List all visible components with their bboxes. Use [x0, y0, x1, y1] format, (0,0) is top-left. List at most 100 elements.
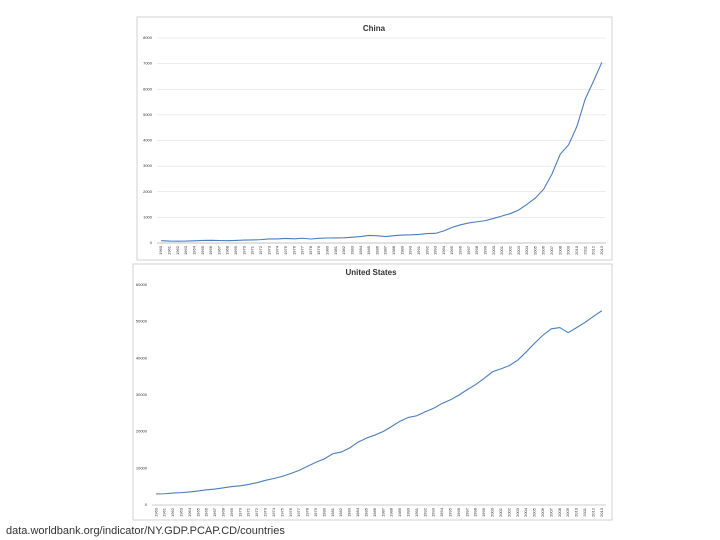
x-tick-label: 1974 [271, 507, 276, 517]
x-tick-label: 1993 [433, 245, 438, 255]
x-tick-label: 1983 [349, 245, 354, 255]
y-tick-label: 30000 [136, 392, 148, 397]
x-tick-label: 1977 [296, 507, 301, 517]
x-tick-label: 1973 [263, 507, 268, 517]
x-tick-label: 2008 [557, 507, 562, 517]
x-tick-label: 1964 [191, 245, 196, 255]
x-tick-label: 1989 [399, 245, 404, 255]
x-tick-label: 2008 [557, 245, 562, 255]
x-tick-label: 1988 [389, 507, 394, 517]
x-tick-label: 1980 [321, 507, 326, 517]
x-tick-label: 1980 [325, 245, 330, 255]
x-tick-label: 2009 [565, 507, 570, 517]
x-tick-label: 1994 [441, 245, 446, 255]
x-tick-label: 1975 [283, 245, 288, 255]
x-tick-label: 2005 [532, 245, 537, 255]
x-tick-label: 1997 [466, 245, 471, 255]
x-tick-label: 1985 [366, 245, 371, 255]
y-tick-label: 7000 [143, 61, 153, 66]
y-tick-label: 20000 [136, 429, 148, 434]
x-tick-label: 1981 [330, 507, 335, 517]
x-tick-label: 1990 [405, 507, 410, 517]
x-tick-label: 1966 [204, 507, 209, 517]
x-tick-label: 2002 [506, 507, 511, 517]
x-tick-label: 1976 [288, 507, 293, 517]
x-tick-label: 1967 [212, 507, 217, 517]
x-tick-label: 1976 [291, 245, 296, 255]
x-tick-label: 2001 [498, 507, 503, 517]
x-tick-label: 2003 [515, 507, 520, 517]
x-tick-label: 1961 [167, 245, 172, 255]
x-tick-label: 1999 [481, 507, 486, 517]
x-tick-label: 1972 [258, 245, 263, 255]
x-tick-label: 1987 [383, 245, 388, 255]
x-tick-label: 2012 [590, 507, 595, 517]
x-tick-label: 1996 [456, 507, 461, 517]
data-line [161, 62, 603, 242]
x-tick-label: 1985 [363, 507, 368, 517]
x-tick-label: 1968 [221, 507, 226, 517]
x-tick-label: 2004 [524, 245, 529, 255]
x-tick-label: 1975 [279, 507, 284, 517]
x-tick-label: 1965 [195, 507, 200, 517]
x-tick-label: 1986 [374, 245, 379, 255]
x-tick-label: 1993 [431, 507, 436, 517]
x-tick-label: 1978 [308, 245, 313, 255]
x-tick-label: 2013 [599, 507, 604, 517]
x-tick-label: 1995 [449, 245, 454, 255]
x-tick-label: 1984 [358, 245, 363, 255]
x-tick-label: 2004 [523, 507, 528, 517]
y-tick-label: 0 [145, 502, 148, 507]
x-tick-label: 1962 [175, 245, 180, 255]
x-tick-label: 1969 [229, 507, 234, 517]
x-tick-label: 1970 [241, 245, 246, 255]
x-tick-label: 1963 [178, 507, 183, 517]
x-tick-label: 1971 [246, 507, 251, 517]
x-tick-label: 1965 [200, 245, 205, 255]
x-tick-label: 1991 [414, 507, 419, 517]
x-tick-label: 1992 [424, 245, 429, 255]
x-tick-label: 1991 [416, 245, 421, 255]
x-tick-label: 2000 [490, 507, 495, 517]
x-tick-label: 1960 [158, 245, 163, 255]
x-tick-label: 1960 [153, 507, 158, 517]
x-tick-label: 2006 [541, 245, 546, 255]
x-tick-label: 1996 [458, 245, 463, 255]
x-tick-label: 2000 [491, 245, 496, 255]
x-tick-label: 1988 [391, 245, 396, 255]
x-tick-label: 1992 [422, 507, 427, 517]
y-tick-label: 40000 [136, 355, 148, 360]
x-tick-label: 1972 [254, 507, 259, 517]
x-tick-label: 1973 [266, 245, 271, 255]
chart-title: United States [345, 268, 397, 277]
x-tick-label: 1997 [464, 507, 469, 517]
x-tick-label: 1971 [250, 245, 255, 255]
x-tick-label: 1987 [380, 507, 385, 517]
chart-title: China [363, 24, 386, 33]
x-tick-label: 1984 [355, 507, 360, 517]
y-tick-label: 10000 [136, 465, 148, 470]
x-tick-label: 1970 [237, 507, 242, 517]
x-tick-label: 1983 [347, 507, 352, 517]
x-tick-label: 2007 [548, 507, 553, 517]
x-tick-label: 1964 [187, 507, 192, 517]
x-tick-label: 2006 [540, 507, 545, 517]
y-tick-label: 2000 [143, 189, 153, 194]
y-tick-label: 6000 [143, 86, 153, 91]
x-tick-label: 1978 [305, 507, 310, 517]
x-tick-label: 2010 [574, 245, 579, 255]
y-tick-label: 4000 [143, 138, 153, 143]
source-footer: data.worldbank.org/indicator/NY.GDP.PCAP… [6, 525, 285, 537]
y-tick-label: 60000 [136, 282, 148, 287]
x-tick-label: 1986 [372, 507, 377, 517]
x-tick-label: 2002 [507, 245, 512, 255]
x-tick-label: 1966 [208, 245, 213, 255]
x-tick-label: 2003 [516, 245, 521, 255]
y-tick-label: 0 [150, 240, 153, 245]
x-tick-label: 2005 [532, 507, 537, 517]
data-line [156, 310, 603, 495]
x-tick-label: 2013 [599, 245, 604, 255]
x-tick-label: 1989 [397, 507, 402, 517]
x-tick-label: 2010 [574, 507, 579, 517]
x-tick-label: 1967 [216, 245, 221, 255]
